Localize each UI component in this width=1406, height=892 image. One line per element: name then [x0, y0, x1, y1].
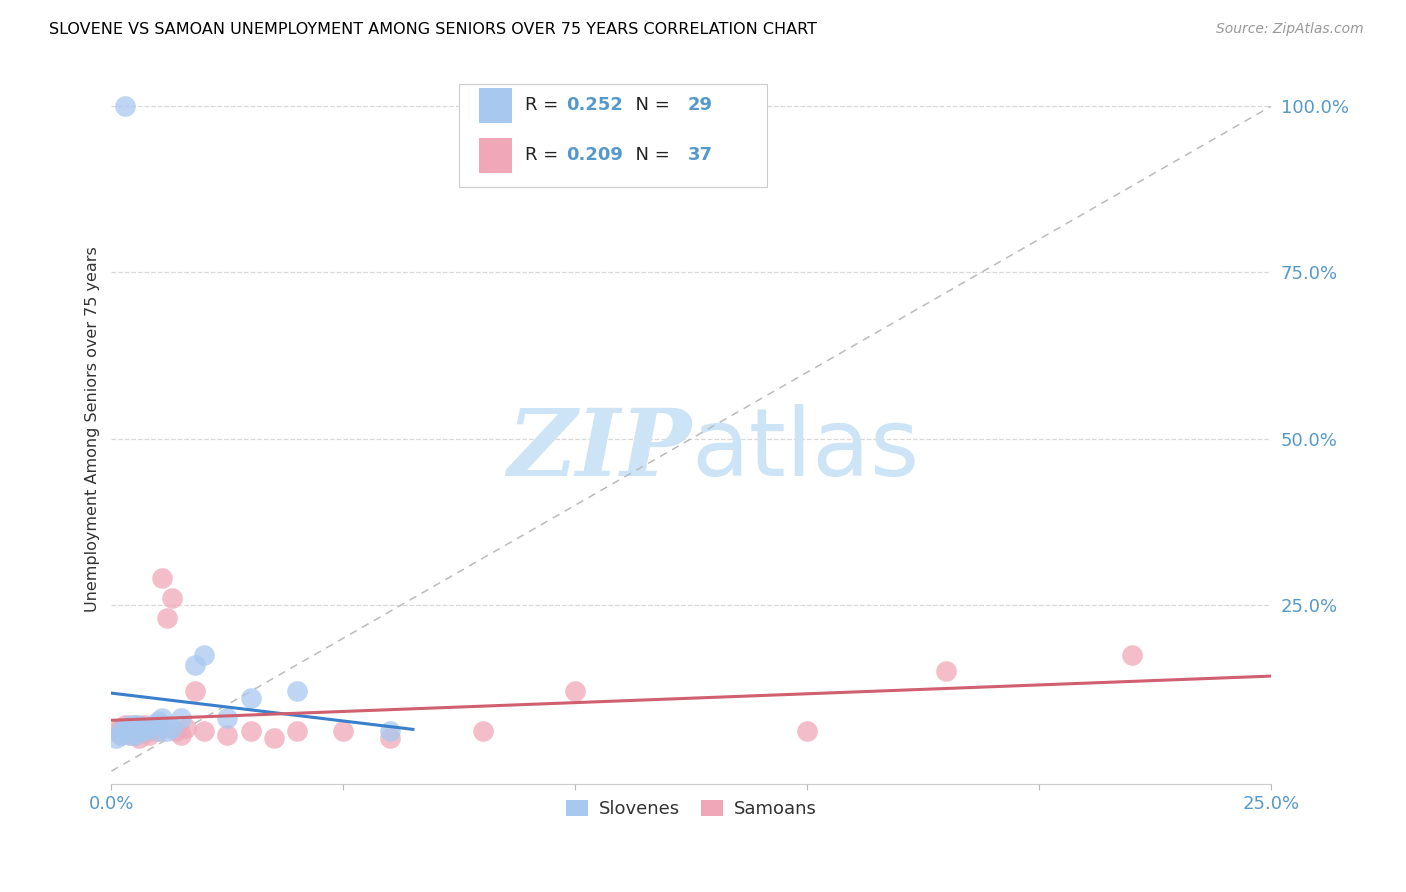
Point [378, 724, 401, 739]
Point [146, 724, 169, 739]
Point [110, 721, 132, 735]
Point [152, 571, 174, 585]
Point [285, 684, 308, 698]
Point [184, 657, 207, 672]
Point [146, 717, 169, 731]
Point [124, 717, 146, 731]
Point [285, 724, 308, 739]
Point [128, 717, 150, 731]
Point [156, 724, 179, 739]
Point [138, 727, 160, 741]
Point [110, 727, 132, 741]
Point [193, 648, 215, 662]
Point [170, 711, 193, 725]
Point [935, 665, 957, 679]
Point [124, 717, 146, 731]
Point [160, 591, 183, 606]
Point [471, 724, 494, 739]
Point [132, 717, 155, 731]
Point [184, 684, 207, 698]
Point [110, 724, 132, 739]
Point [114, 717, 136, 731]
Text: atlas: atlas [692, 404, 920, 496]
Point [217, 727, 239, 741]
Point [132, 724, 155, 739]
Point [128, 724, 150, 739]
Point [263, 731, 285, 745]
Point [138, 724, 160, 739]
Point [118, 727, 141, 741]
Text: N =: N = [624, 96, 675, 114]
FancyBboxPatch shape [460, 84, 766, 186]
Text: SLOVENE VS SAMOAN UNEMPLOYMENT AMONG SENIORS OVER 75 YEARS CORRELATION CHART: SLOVENE VS SAMOAN UNEMPLOYMENT AMONG SEN… [49, 22, 817, 37]
Legend: Slovenes, Samoans: Slovenes, Samoans [558, 792, 824, 825]
Point [193, 724, 215, 739]
FancyBboxPatch shape [479, 87, 512, 123]
Point [132, 721, 155, 735]
Point [796, 724, 818, 739]
Point [105, 724, 128, 739]
Text: R =: R = [526, 96, 564, 114]
Point [156, 611, 179, 625]
Y-axis label: Unemployment Among Seniors over 75 years: Unemployment Among Seniors over 75 years [86, 246, 100, 612]
Point [378, 731, 401, 745]
Text: N =: N = [624, 146, 675, 164]
FancyBboxPatch shape [479, 137, 512, 173]
Point [1121, 648, 1143, 662]
Text: Source: ZipAtlas.com: Source: ZipAtlas.com [1216, 22, 1364, 37]
Point [118, 724, 141, 739]
Point [110, 727, 132, 741]
Point [128, 724, 150, 739]
Text: ZIP: ZIP [508, 405, 692, 495]
Point [118, 721, 141, 735]
Point [165, 724, 187, 739]
Point [217, 711, 239, 725]
Point [128, 731, 150, 745]
Point [142, 721, 165, 735]
Point [132, 724, 155, 739]
Point [114, 721, 136, 735]
Point [239, 724, 262, 739]
Point [174, 721, 197, 735]
Point [114, 99, 136, 113]
Point [146, 724, 169, 739]
Point [105, 731, 128, 745]
Text: 29: 29 [688, 96, 713, 114]
Text: R =: R = [526, 146, 564, 164]
Point [124, 727, 146, 741]
Text: 0.209: 0.209 [567, 146, 623, 164]
Point [114, 724, 136, 739]
Text: 37: 37 [688, 146, 713, 164]
Point [146, 714, 169, 729]
Text: 0.252: 0.252 [567, 96, 623, 114]
Point [170, 727, 193, 741]
Point [239, 691, 262, 706]
Point [332, 724, 354, 739]
Point [118, 717, 141, 731]
Point [564, 684, 586, 698]
Point [152, 711, 174, 725]
Point [138, 721, 160, 735]
Point [142, 717, 165, 731]
Point [114, 724, 136, 739]
Point [160, 721, 183, 735]
Point [118, 727, 141, 741]
Point [124, 727, 146, 741]
